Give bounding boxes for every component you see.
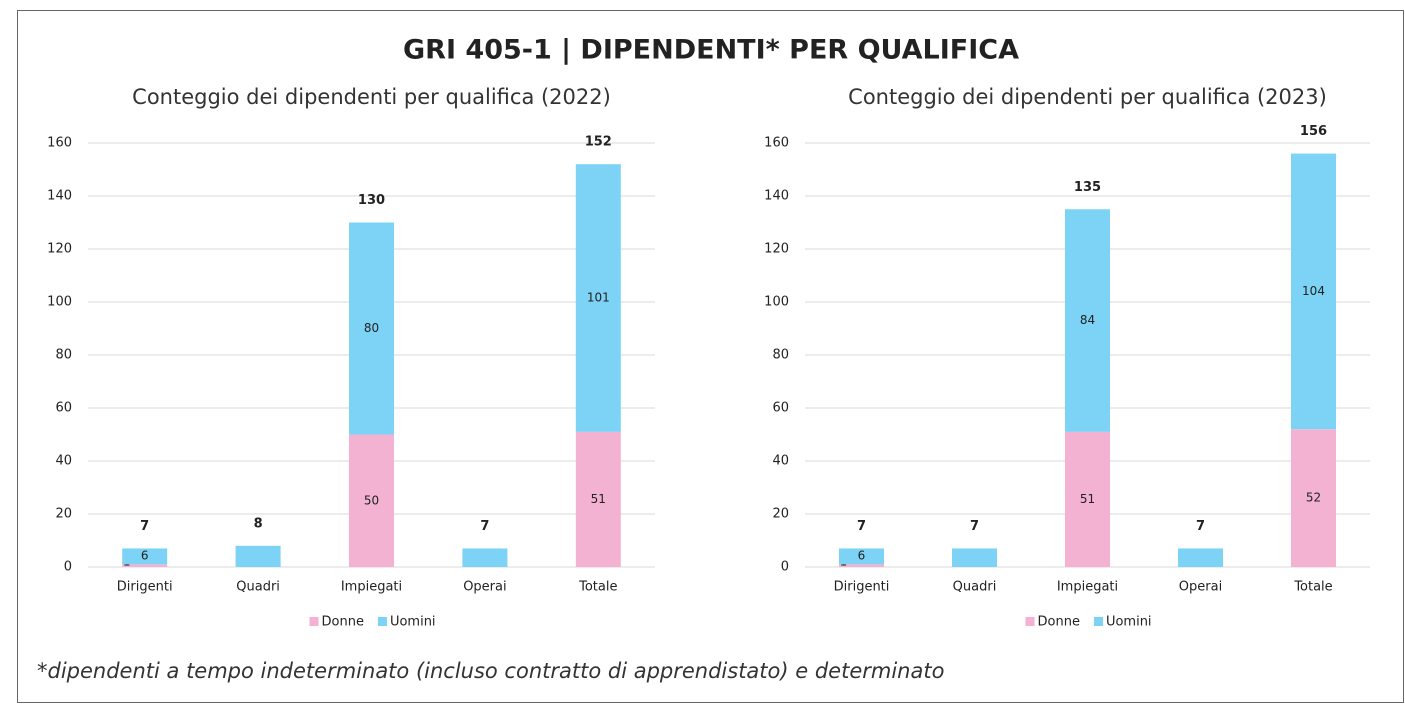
y-tick-label: 160 xyxy=(47,136,72,151)
data-label: 6 xyxy=(141,549,149,563)
total-label: 7 xyxy=(857,519,866,534)
legend-label: Donne xyxy=(1038,615,1080,630)
y-tick-label: 120 xyxy=(47,242,72,257)
x-tick-label: Impiegati xyxy=(1057,580,1118,595)
total-label: 152 xyxy=(585,135,612,150)
y-tick-label: 20 xyxy=(772,507,789,522)
chart-title: Conteggio dei dipendenti per qualifica (… xyxy=(848,85,1327,109)
data-label: 52 xyxy=(1306,491,1321,505)
bar-segment xyxy=(1178,548,1223,567)
data-label: 50 xyxy=(364,493,379,507)
x-tick-label: Dirigenti xyxy=(117,580,173,595)
total-label: 8 xyxy=(254,516,263,531)
bar-segment xyxy=(462,548,508,567)
legend-label: Uomini xyxy=(1106,615,1152,630)
data-label: 104 xyxy=(1302,284,1325,298)
y-tick-label: 140 xyxy=(47,189,72,204)
bar-segment xyxy=(952,548,997,567)
bar-segment xyxy=(122,548,168,565)
total-label: 7 xyxy=(1196,519,1205,534)
x-tick-label: Operai xyxy=(1179,580,1222,595)
y-tick-label: 0 xyxy=(781,560,789,575)
total-label: 7 xyxy=(480,519,489,534)
legend-label: Uomini xyxy=(390,615,436,630)
bar-segment xyxy=(1291,153,1336,430)
legend-swatch xyxy=(309,617,319,626)
bar-segment xyxy=(122,564,168,567)
data-label: 6 xyxy=(858,549,866,563)
y-tick-label: 0 xyxy=(64,560,72,575)
bar-segment xyxy=(349,434,394,567)
bar-segment xyxy=(575,431,621,567)
bar-segment xyxy=(349,222,394,435)
total-label: 7 xyxy=(140,519,149,534)
total-label: 135 xyxy=(1074,180,1101,195)
bar-segment xyxy=(235,545,281,567)
y-tick-label: 20 xyxy=(55,507,72,522)
data-label: 101 xyxy=(587,291,610,305)
legend-swatch xyxy=(1093,617,1103,626)
y-tick-label: 40 xyxy=(55,454,72,469)
legend-label: Donne xyxy=(322,615,364,630)
x-tick-label: Operai xyxy=(463,580,506,595)
bar-segment xyxy=(839,564,884,567)
x-tick-label: Quadri xyxy=(953,580,997,595)
data-label: 84 xyxy=(1080,313,1095,327)
total-label: 7 xyxy=(970,519,979,534)
total-label: 156 xyxy=(1300,124,1327,139)
y-tick-label: 120 xyxy=(764,242,789,257)
y-tick-label: 100 xyxy=(47,295,72,310)
bar-segment xyxy=(839,548,884,565)
x-tick-label: Quadri xyxy=(236,580,280,595)
bar-segment xyxy=(575,164,621,432)
total-label: 130 xyxy=(358,193,385,208)
page-title: GRI 405-1 | DIPENDENTI* PER QUALIFICA xyxy=(403,35,1019,66)
bar-segment xyxy=(1065,431,1110,567)
y-tick-label: 100 xyxy=(764,295,789,310)
chart-title: Conteggio dei dipendenti per qualifica (… xyxy=(132,85,611,109)
x-tick-label: Totale xyxy=(1293,580,1332,595)
frame xyxy=(17,10,1404,703)
footnote: *dipendenti a tempo indeterminato (inclu… xyxy=(37,659,944,683)
data-label: 51 xyxy=(591,492,606,506)
y-tick-label: 80 xyxy=(55,348,72,363)
y-tick-label: 60 xyxy=(772,401,789,416)
legend-swatch xyxy=(377,617,387,626)
y-tick-label: 40 xyxy=(772,454,789,469)
x-tick-label: Dirigenti xyxy=(834,580,890,595)
x-tick-label: Totale xyxy=(578,580,617,595)
data-label: 51 xyxy=(1080,492,1095,506)
x-tick-label: Impiegati xyxy=(341,580,402,595)
bar-segment xyxy=(1291,429,1336,567)
data-label: 80 xyxy=(364,321,379,335)
y-tick-label: 80 xyxy=(772,348,789,363)
y-tick-label: 140 xyxy=(764,189,789,204)
bar-segment xyxy=(1065,209,1110,432)
y-tick-label: 160 xyxy=(764,136,789,151)
legend-swatch xyxy=(1025,617,1035,626)
y-tick-label: 60 xyxy=(55,401,72,416)
